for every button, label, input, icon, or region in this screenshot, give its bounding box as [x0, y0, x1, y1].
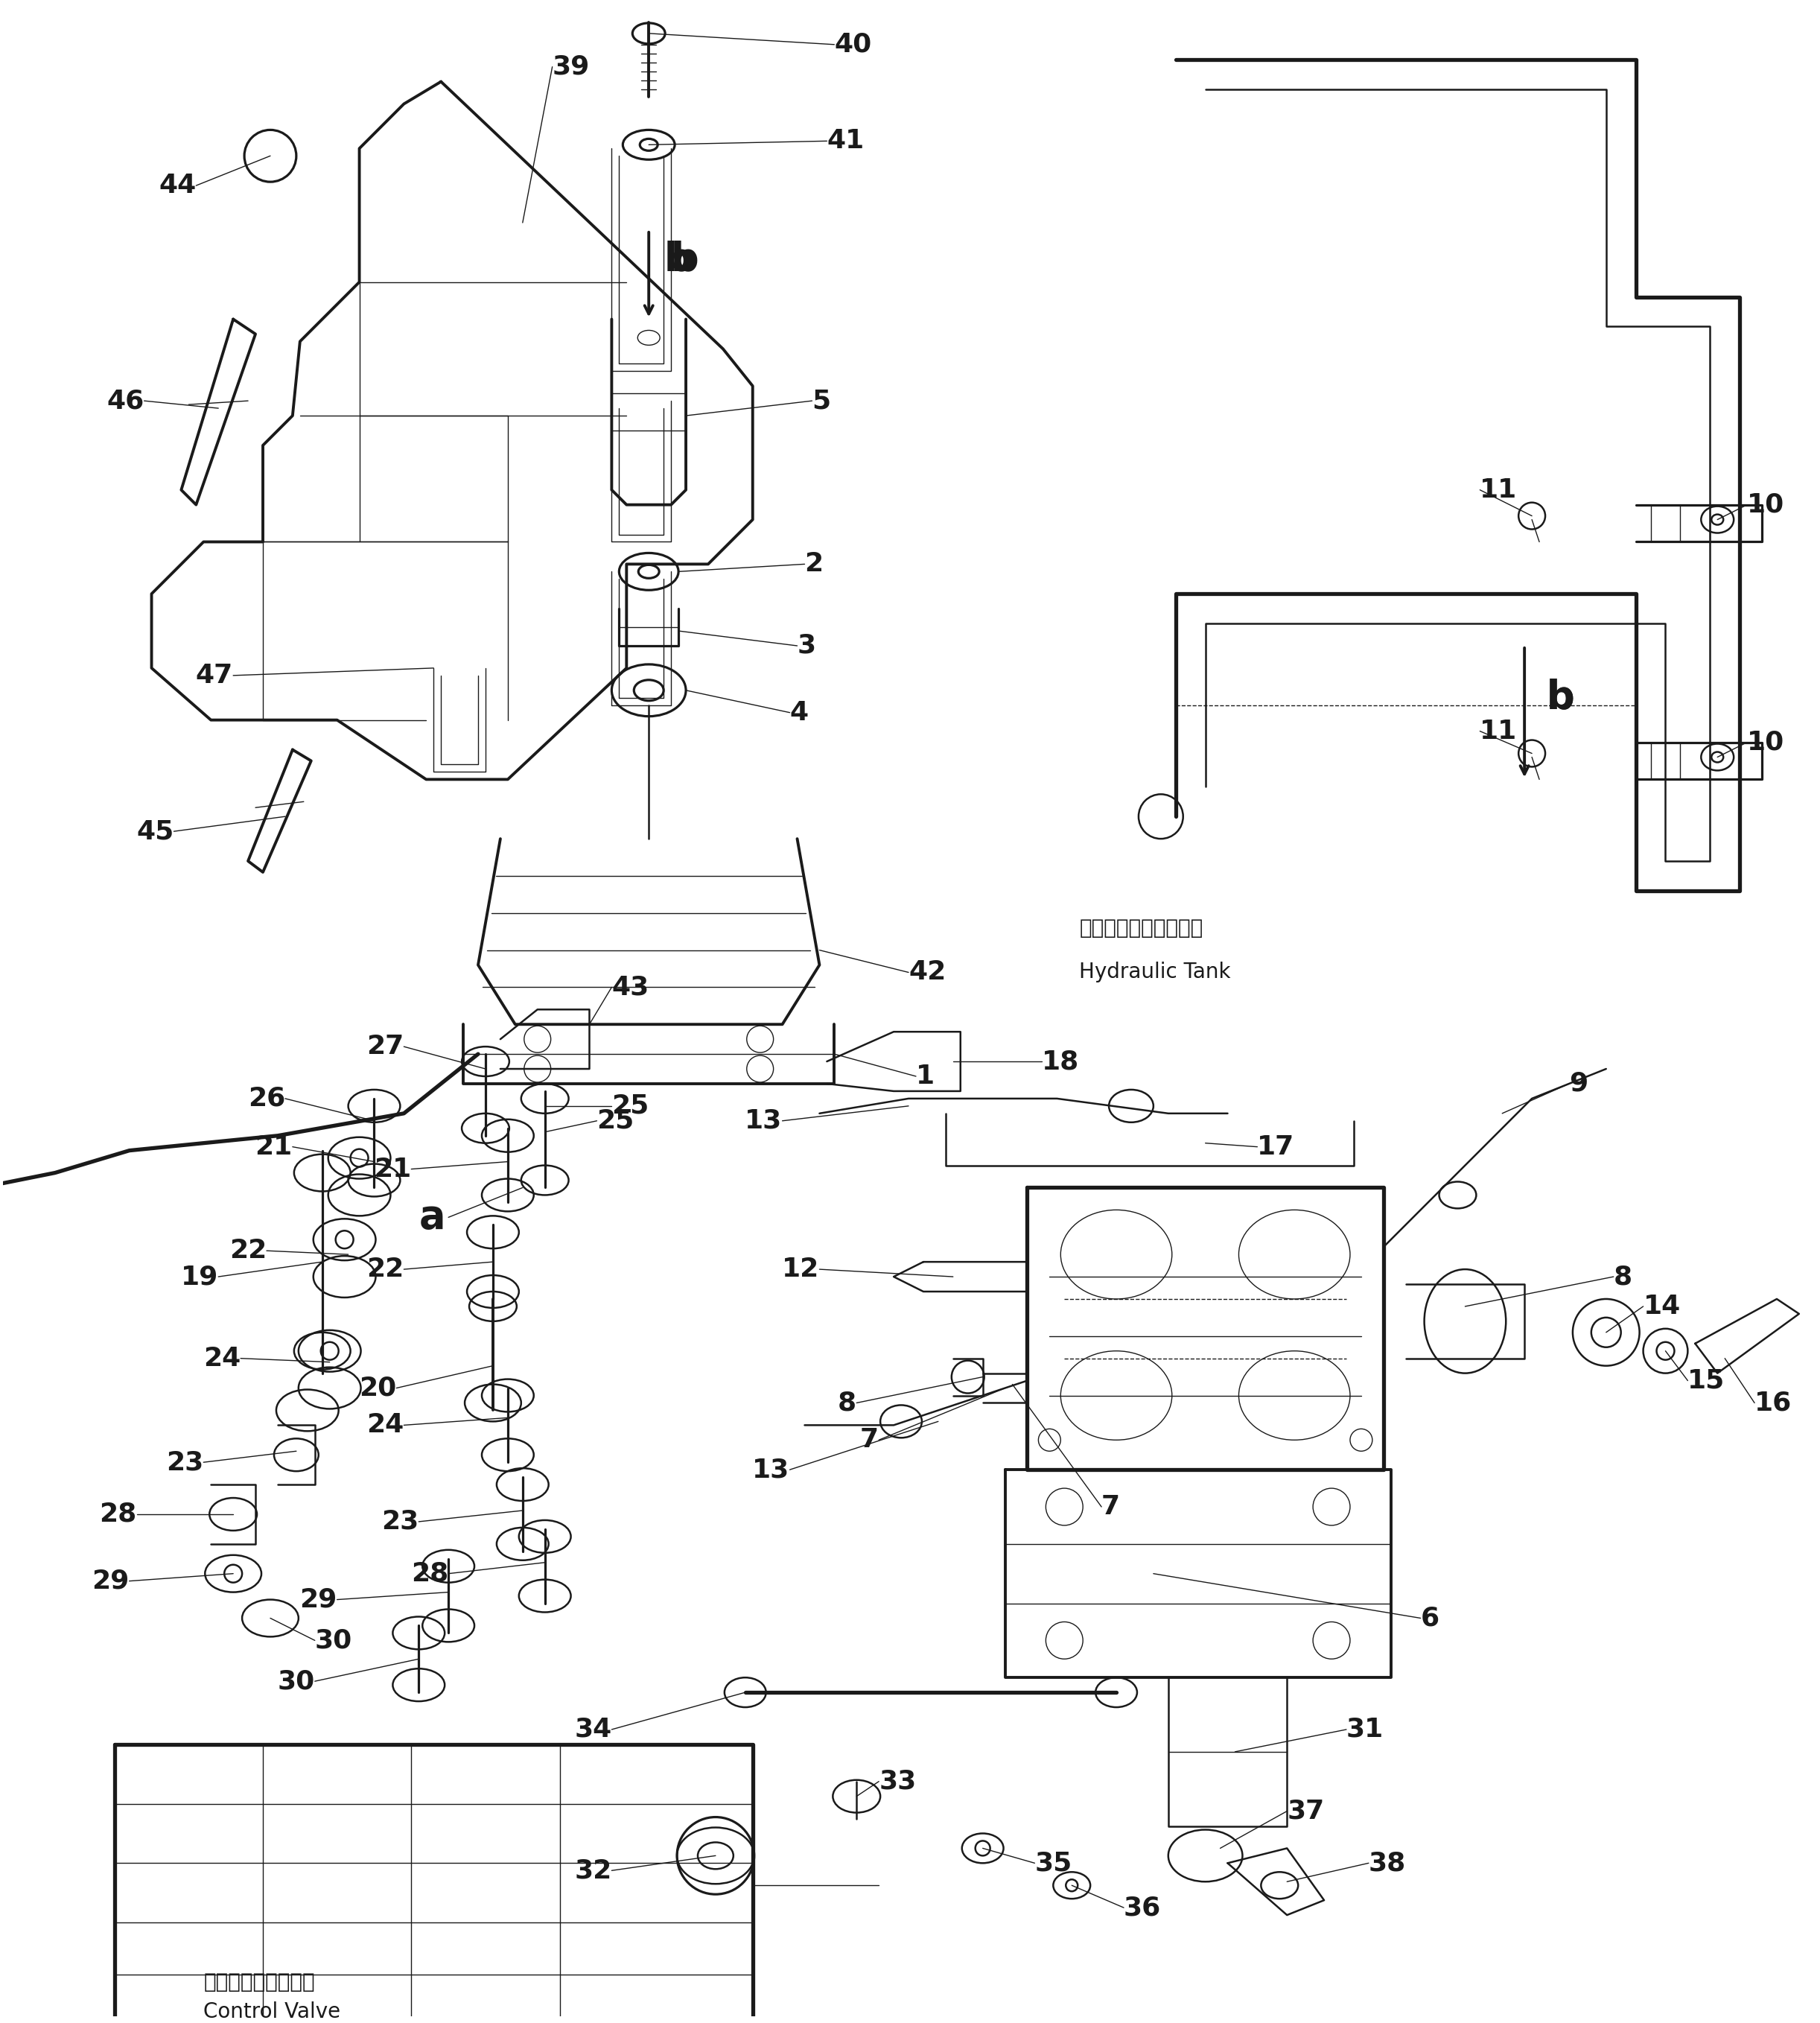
Text: ハイドロリックタンク: ハイドロリックタンク — [1079, 916, 1203, 939]
Text: 42: 42 — [908, 959, 946, 985]
Text: 22: 22 — [366, 1256, 404, 1283]
Text: 8: 8 — [837, 1390, 857, 1416]
Text: 21: 21 — [255, 1135, 293, 1159]
Text: 29: 29 — [300, 1586, 337, 1612]
Text: 12: 12 — [783, 1256, 819, 1283]
Text: Hydraulic Tank: Hydraulic Tank — [1079, 963, 1230, 983]
Text: 9: 9 — [1569, 1070, 1587, 1096]
Text: 38: 38 — [1369, 1851, 1407, 1875]
Text: 7: 7 — [861, 1428, 879, 1453]
Text: 18: 18 — [1043, 1048, 1079, 1074]
Text: 1: 1 — [915, 1064, 935, 1088]
Text: 17: 17 — [1258, 1135, 1294, 1159]
Text: 37: 37 — [1287, 1798, 1325, 1825]
Text: b: b — [1547, 678, 1574, 716]
Text: 19: 19 — [180, 1264, 218, 1289]
Text: 29: 29 — [91, 1568, 129, 1594]
Text: 5: 5 — [812, 388, 830, 413]
Text: 47: 47 — [197, 664, 233, 688]
Text: b: b — [672, 241, 699, 279]
Text: 44: 44 — [158, 172, 197, 198]
Text: 28: 28 — [411, 1562, 448, 1586]
Text: 28: 28 — [100, 1501, 136, 1527]
Text: 24: 24 — [366, 1412, 404, 1438]
Text: 16: 16 — [1754, 1390, 1793, 1416]
Text: 10: 10 — [1747, 492, 1785, 518]
Text: Control Valve: Control Valve — [204, 2001, 340, 2021]
Text: 8: 8 — [1614, 1264, 1633, 1289]
Text: 34: 34 — [575, 1718, 612, 1742]
Text: 31: 31 — [1347, 1718, 1383, 1742]
Text: 23: 23 — [382, 1509, 419, 1533]
Text: 15: 15 — [1687, 1368, 1725, 1394]
Text: 25: 25 — [597, 1109, 633, 1133]
Text: 35: 35 — [1036, 1851, 1072, 1875]
Text: 32: 32 — [575, 1857, 612, 1883]
Text: 7: 7 — [1101, 1495, 1119, 1519]
Text: 22: 22 — [229, 1238, 266, 1264]
Text: 41: 41 — [826, 127, 864, 154]
Text: 13: 13 — [744, 1109, 783, 1133]
Text: 11: 11 — [1480, 477, 1518, 502]
Text: a: a — [419, 1198, 446, 1236]
Text: 30: 30 — [315, 1629, 353, 1653]
Text: コントロールバルブ: コントロールバルブ — [204, 1972, 315, 1993]
Text: 45: 45 — [136, 819, 175, 844]
Text: 4: 4 — [790, 700, 808, 724]
Text: 26: 26 — [248, 1086, 286, 1111]
Text: b: b — [664, 241, 692, 279]
Text: 2: 2 — [804, 552, 823, 577]
Text: 24: 24 — [204, 1345, 240, 1372]
Text: 46: 46 — [107, 388, 144, 413]
Text: 21: 21 — [373, 1157, 411, 1181]
Text: 27: 27 — [366, 1034, 404, 1060]
Text: 30: 30 — [277, 1669, 315, 1693]
Text: 11: 11 — [1480, 718, 1518, 744]
Text: 39: 39 — [551, 55, 590, 79]
Text: b: b — [1547, 678, 1574, 716]
Text: 23: 23 — [166, 1450, 204, 1475]
Text: 10: 10 — [1747, 730, 1785, 755]
Text: 3: 3 — [797, 633, 815, 657]
Text: 6: 6 — [1421, 1606, 1440, 1631]
Text: 33: 33 — [879, 1768, 915, 1794]
Text: 43: 43 — [612, 975, 650, 999]
Text: 40: 40 — [834, 32, 872, 57]
Text: 14: 14 — [1643, 1295, 1680, 1319]
Text: 25: 25 — [612, 1092, 650, 1119]
Text: 13: 13 — [752, 1457, 790, 1483]
Text: 20: 20 — [359, 1376, 397, 1400]
Text: 36: 36 — [1123, 1896, 1161, 1920]
